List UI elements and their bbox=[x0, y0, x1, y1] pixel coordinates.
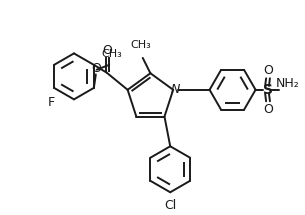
Text: S: S bbox=[263, 83, 273, 97]
Text: CH₃: CH₃ bbox=[131, 40, 151, 50]
Text: O: O bbox=[263, 64, 273, 77]
Text: F: F bbox=[48, 95, 55, 109]
Text: N: N bbox=[170, 83, 180, 96]
Text: CH₃: CH₃ bbox=[102, 49, 123, 59]
Text: O: O bbox=[102, 44, 113, 57]
Text: O: O bbox=[263, 103, 273, 116]
Text: NH₂: NH₂ bbox=[275, 77, 299, 90]
Text: O: O bbox=[91, 62, 101, 75]
Text: Cl: Cl bbox=[164, 199, 176, 212]
